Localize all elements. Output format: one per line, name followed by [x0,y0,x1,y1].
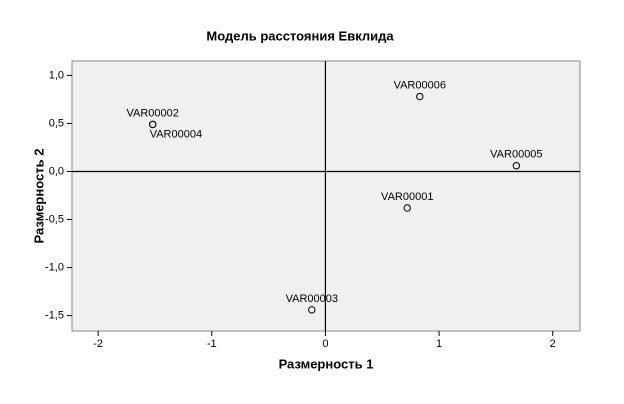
y-tick-label: 0,0 [49,165,64,177]
x-tick-label: 0 [322,338,328,350]
x-tick-label: 1 [436,338,442,350]
y-tick-label: -1,0 [45,261,64,273]
chart-title: Модель расстояния Евклида [206,28,394,43]
point [512,162,521,170]
point-label: VAR00002 [126,107,178,119]
point-label: VAR00004 [150,128,202,140]
point-label: VAR00006 [394,79,446,91]
y-axis-label: Размерность 2 [31,149,46,244]
x-tick-label: 2 [550,338,556,350]
x-axis-label: Размерность 1 [279,356,374,371]
y-tick-label: -1,5 [45,310,64,322]
point [416,92,424,101]
point-label: VAR00005 [490,149,542,161]
x-tick-label: -2 [93,338,103,350]
point [308,306,316,314]
point-label: VAR00003 [286,293,338,305]
point [403,204,411,212]
point-label: VAR00001 [381,191,433,203]
point [148,120,157,129]
y-tick-label: -0,5 [45,213,64,225]
y-tick-label: 1,0 [49,69,64,81]
x-tick-label: -1 [207,338,217,350]
y-tick-label: 0,5 [49,117,64,129]
